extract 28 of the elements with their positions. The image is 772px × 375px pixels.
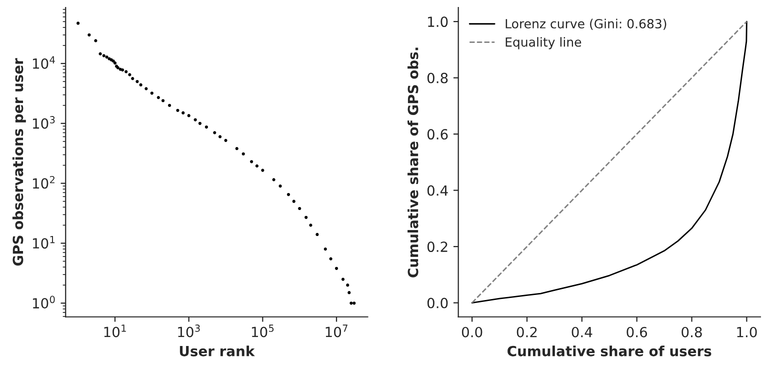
- y-tick-label: 1.0: [428, 16, 448, 28]
- x-tick-label: 1.0: [737, 326, 757, 338]
- x-axis-title: User rank: [180, 346, 255, 356]
- y-tick-label: 0.4: [427, 185, 448, 196]
- legend-label: Lorenz curve (Gini: 0.683): [506, 18, 666, 30]
- line-series: [471, 20, 748, 304]
- y-tick-label: 10$^{2}$: [32, 176, 54, 189]
- y-axis-title: GPS observations per user: [12, 58, 26, 266]
- y-tick-label: 0.0: [427, 298, 448, 308]
- x-tick-label: 0.2: [516, 326, 537, 338]
- x-tick-label: 10$^{5}$: [252, 324, 274, 338]
- y-tick-label: 10$^{4}$: [32, 56, 55, 69]
- x-tick-label: 10$^{3}$: [178, 324, 200, 338]
- x-tick-label: 0.4: [572, 326, 592, 338]
- y-tick-label: 10$^{3}$: [32, 116, 55, 129]
- y-tick-label: 10$^{0}$: [32, 296, 55, 309]
- y-tick-label: 0.8: [427, 72, 448, 84]
- x-tick-label: 10$^{1}$: [104, 324, 126, 338]
- x-tick-label: 0.0: [462, 326, 482, 338]
- x-tick-label: 10$^{7}$: [326, 324, 348, 338]
- y-tick-label: 10$^{1}$: [32, 236, 55, 249]
- y-tick-label: 0.6: [427, 129, 448, 140]
- legend-label: Equality line: [506, 37, 582, 50]
- x-tick-label: 0.8: [682, 326, 702, 338]
- x-axis-title: Cumulative share of users: [508, 346, 712, 356]
- x-tick-label: 0.6: [626, 326, 648, 338]
- y-tick-label: 0.2: [427, 242, 448, 252]
- y-axis-title: Cumulative share of GPS obs.: [408, 48, 418, 278]
